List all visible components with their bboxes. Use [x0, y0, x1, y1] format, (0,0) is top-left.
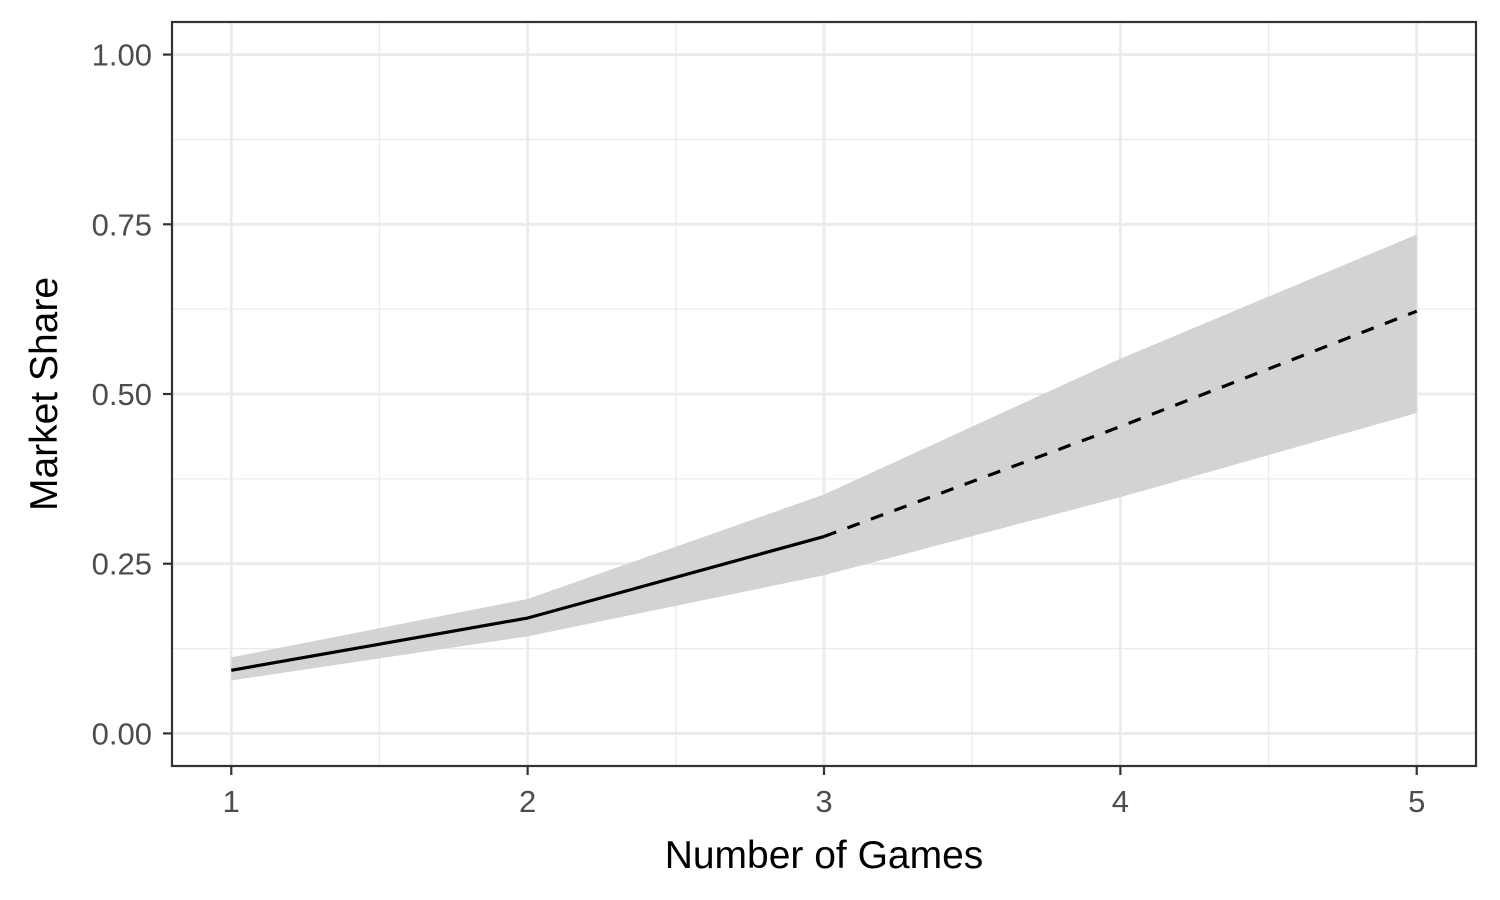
y-axis: 0.00 0.25 0.50 0.75 1.00: [92, 38, 172, 751]
x-tick-label: 5: [1408, 784, 1425, 819]
y-tick-label: 0.25: [92, 547, 152, 582]
x-tick-label: 2: [519, 784, 536, 819]
y-tick-label: 0.50: [92, 377, 152, 412]
x-tick-label: 4: [1112, 784, 1129, 819]
y-tick-label: 0.75: [92, 207, 152, 242]
series-line-solid: [230, 535, 825, 672]
x-tick-label: 3: [815, 784, 832, 819]
y-axis-title: Market Share: [23, 277, 66, 511]
confidence-ribbon: [231, 234, 1417, 681]
y-tick-label: 0.00: [92, 716, 152, 751]
confidence-ribbon-layer: [231, 234, 1417, 681]
x-axis-title: Number of Games: [665, 834, 984, 877]
x-tick-label: 1: [223, 784, 240, 819]
y-tick-label: 1.00: [92, 38, 152, 73]
series-layer: [230, 309, 1418, 672]
x-axis: 1 2 3 4 5: [223, 766, 1425, 819]
series-line-dashed: [823, 309, 1418, 539]
